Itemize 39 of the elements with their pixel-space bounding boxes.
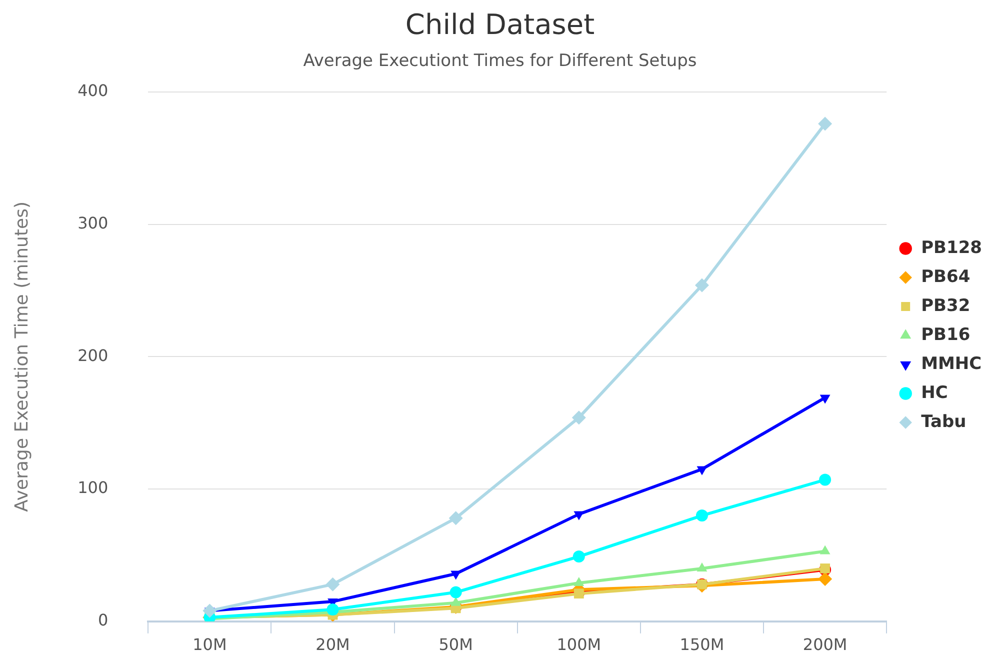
legend-label: PB128	[921, 238, 982, 258]
x-tick-label: 200M	[802, 635, 848, 654]
point	[696, 510, 708, 522]
x-tick-label: 10M	[192, 635, 227, 654]
point	[326, 603, 339, 616]
point	[572, 410, 586, 425]
point	[448, 511, 463, 526]
point	[326, 577, 340, 592]
legend-label: PB32	[921, 296, 970, 316]
point	[818, 572, 832, 586]
y-tick-label: 400	[78, 81, 108, 100]
legend-label: HC	[921, 382, 948, 403]
point	[572, 550, 585, 563]
chart-subtitle: Average Executiont Times for Different Setups	[303, 51, 697, 72]
legend-label: PB16	[921, 324, 970, 345]
point	[820, 394, 830, 404]
legend-label: Tabu	[921, 412, 966, 432]
y-tick-label: 0	[98, 610, 108, 630]
point	[574, 588, 584, 599]
point	[202, 604, 217, 618]
point	[574, 511, 584, 520]
y-tick-label: 100	[78, 478, 108, 498]
y-tick-label: 300	[78, 214, 108, 233]
point	[574, 577, 584, 586]
legend-label: PB64	[921, 266, 970, 287]
point	[696, 466, 708, 476]
chart-title: Child Dataset	[405, 8, 595, 42]
x-tick-label: 150M	[680, 635, 724, 654]
legend-label: MMHC	[921, 354, 982, 374]
point	[694, 278, 709, 292]
point	[820, 564, 830, 574]
point	[450, 586, 462, 598]
point	[819, 474, 832, 486]
x-tick-label: 50M	[438, 635, 473, 654]
y-axis-title: Average Execution Time (minutes)	[11, 202, 32, 512]
y-tick-label: 200	[78, 346, 108, 365]
x-tick-label: 20M	[316, 635, 350, 654]
point	[818, 116, 832, 131]
x-tick-label: 100M	[556, 635, 602, 654]
